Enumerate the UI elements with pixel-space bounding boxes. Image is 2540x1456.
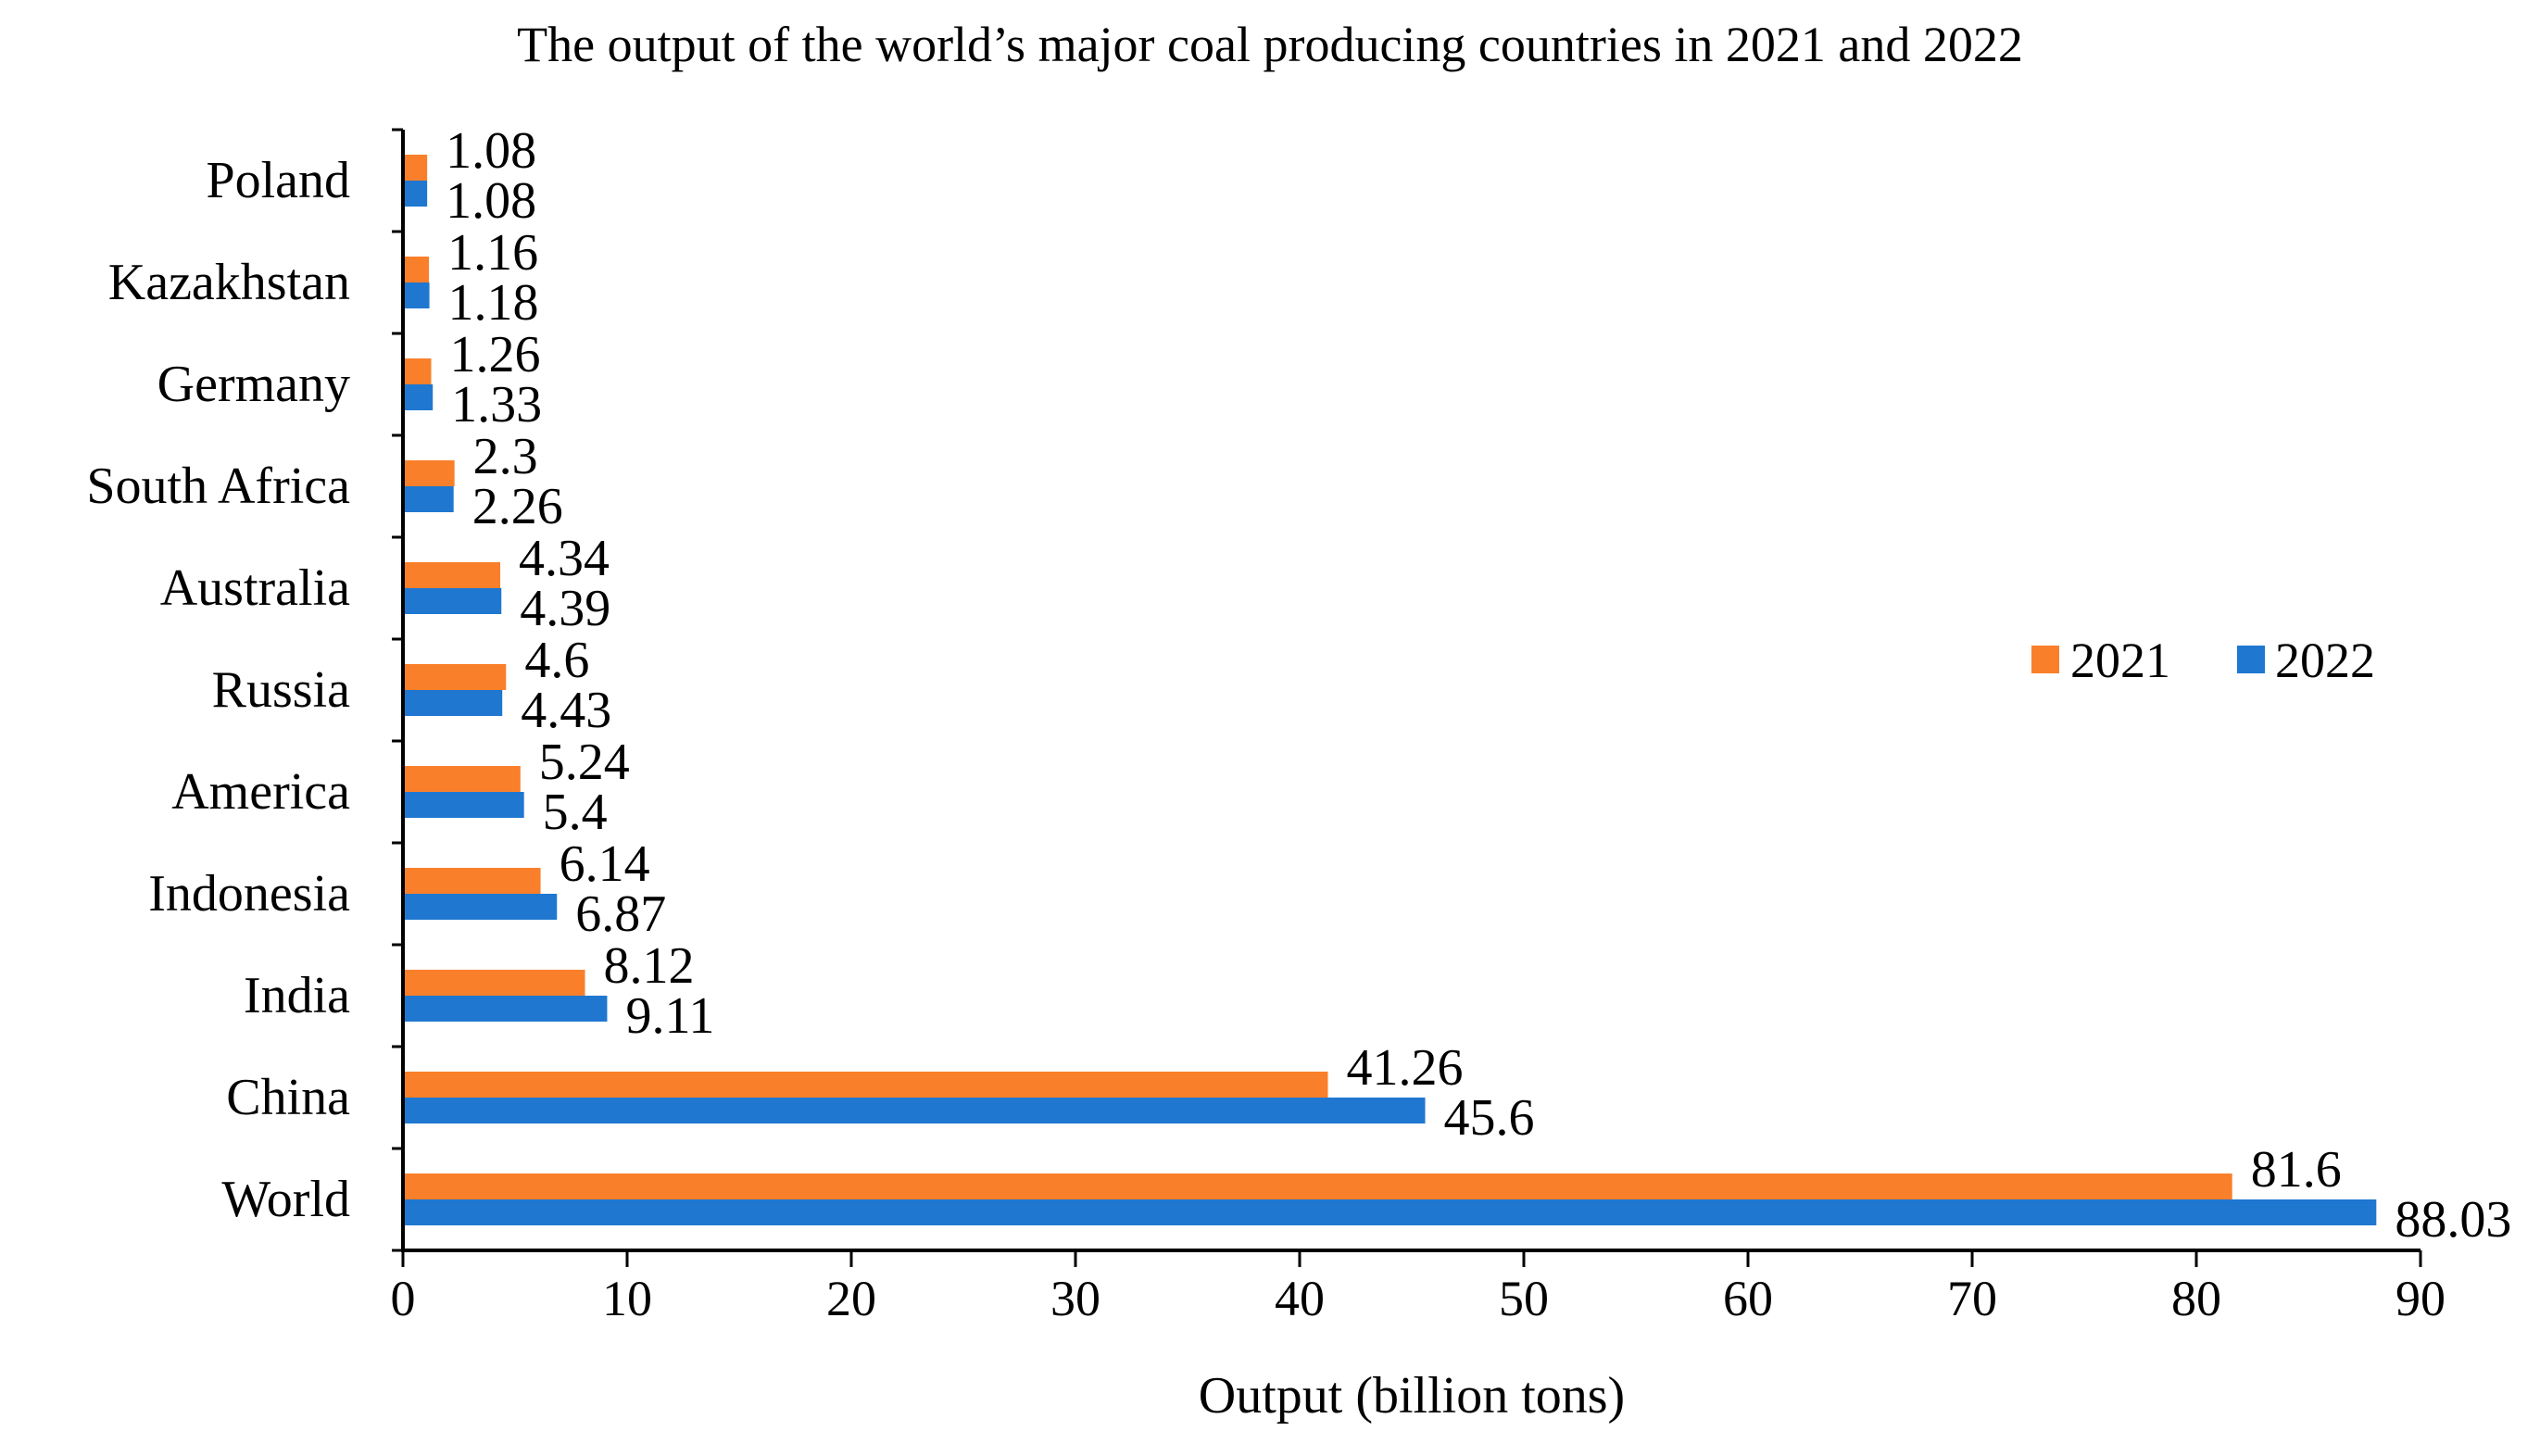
- bar-poland-2021: [405, 155, 428, 181]
- category-label-germany: Germany: [157, 356, 350, 413]
- x-tick-label: 30: [1050, 1271, 1100, 1326]
- data-label-russia-2022: 4.43: [521, 682, 611, 739]
- category-label-south-africa: South Africa: [86, 458, 350, 515]
- bar-china-2022: [405, 1098, 1426, 1123]
- category-label-world: World: [221, 1171, 350, 1228]
- data-label-indonesia-2022: 6.87: [575, 885, 666, 943]
- bar-china-2021: [405, 1072, 1328, 1098]
- data-label-america-2022: 5.4: [543, 784, 608, 841]
- plot-area: 0 10 20 30 40 50 60 70 80 90 Poland 1.081.08 Kazakhs…: [86, 122, 2511, 1326]
- data-label-america-2021: 5.24: [539, 734, 630, 791]
- data-label-poland-2022: 1.08: [446, 172, 536, 230]
- bar-australia-2022: [405, 588, 502, 614]
- category-label-russia: Russia: [212, 661, 350, 719]
- bar-america-2021: [405, 766, 521, 792]
- x-tick-label: 90: [2395, 1271, 2446, 1326]
- bar-poland-2022: [405, 181, 428, 207]
- x-axis-label: Output (billion tons): [1199, 1367, 1625, 1425]
- x-tick-label: 80: [2171, 1271, 2221, 1326]
- chart-title: The output of the world’s major coal pro…: [517, 17, 2023, 72]
- legend-label-2022: 2022: [2275, 633, 2375, 688]
- data-label-poland-2021: 1.08: [446, 122, 536, 180]
- data-label-indonesia-2021: 6.14: [560, 835, 650, 893]
- x-tick-label: 50: [1499, 1271, 1549, 1326]
- data-label-kazakhstan-2021: 1.16: [447, 224, 538, 282]
- x-tick-label: 0: [391, 1271, 416, 1326]
- bar-russia-2021: [405, 664, 507, 690]
- bar-indonesia-2021: [405, 868, 541, 894]
- category-label-australia: Australia: [160, 559, 350, 617]
- data-label-world-2021: 81.6: [2251, 1141, 2342, 1199]
- category-label-america: America: [171, 763, 350, 821]
- category-label-china: China: [226, 1069, 350, 1126]
- data-label-china-2022: 45.6: [1444, 1089, 1535, 1147]
- data-label-kazakhstan-2022: 1.18: [448, 274, 539, 332]
- bar-australia-2021: [405, 562, 501, 588]
- data-label-germany-2021: 1.26: [449, 326, 540, 383]
- x-tick-label: 40: [1275, 1271, 1325, 1326]
- bar-world-2021: [405, 1174, 2232, 1199]
- category-label-kazakhstan: Kazakhstan: [108, 254, 350, 311]
- bar-kazakhstan-2022: [405, 282, 430, 308]
- data-label-australia-2022: 4.39: [520, 580, 610, 637]
- legend-label-2021: 2021: [2070, 633, 2170, 688]
- data-label-india-2022: 9.11: [625, 987, 714, 1045]
- data-label-world-2022: 88.03: [2395, 1191, 2511, 1249]
- bar-america-2022: [405, 792, 524, 818]
- bar-russia-2022: [405, 690, 503, 716]
- x-tick-label: 20: [826, 1271, 876, 1326]
- bar-south-africa-2021: [405, 460, 455, 486]
- x-tick-label: 60: [1723, 1271, 1773, 1326]
- bar-indonesia-2022: [405, 894, 558, 920]
- x-tick-label: 70: [1947, 1271, 1997, 1326]
- category-label-indonesia: Indonesia: [148, 865, 350, 923]
- data-label-south-africa-2022: 2.26: [472, 478, 563, 535]
- category-label-india: India: [244, 967, 350, 1024]
- bar-india-2021: [405, 970, 585, 996]
- category-label-poland: Poland: [206, 152, 350, 209]
- bar-world-2022: [405, 1199, 2377, 1225]
- data-label-south-africa-2021: 2.3: [473, 428, 538, 485]
- bar-germany-2021: [405, 358, 432, 384]
- bar-kazakhstan-2021: [405, 257, 430, 282]
- data-label-germany-2022: 1.33: [451, 376, 542, 433]
- bar-india-2022: [405, 996, 608, 1022]
- legend-swatch-2021: [2031, 646, 2059, 673]
- legend-swatch-2022: [2237, 646, 2265, 673]
- bar-germany-2022: [405, 384, 434, 410]
- data-label-china-2021: 41.26: [1346, 1039, 1463, 1097]
- legend: 2021 2022: [2031, 633, 2375, 688]
- data-label-russia-2021: 4.6: [524, 632, 589, 689]
- data-label-australia-2021: 4.34: [519, 530, 610, 587]
- data-label-india-2021: 8.12: [604, 937, 695, 995]
- bar-south-africa-2022: [405, 486, 454, 512]
- x-tick-label: 10: [602, 1271, 652, 1326]
